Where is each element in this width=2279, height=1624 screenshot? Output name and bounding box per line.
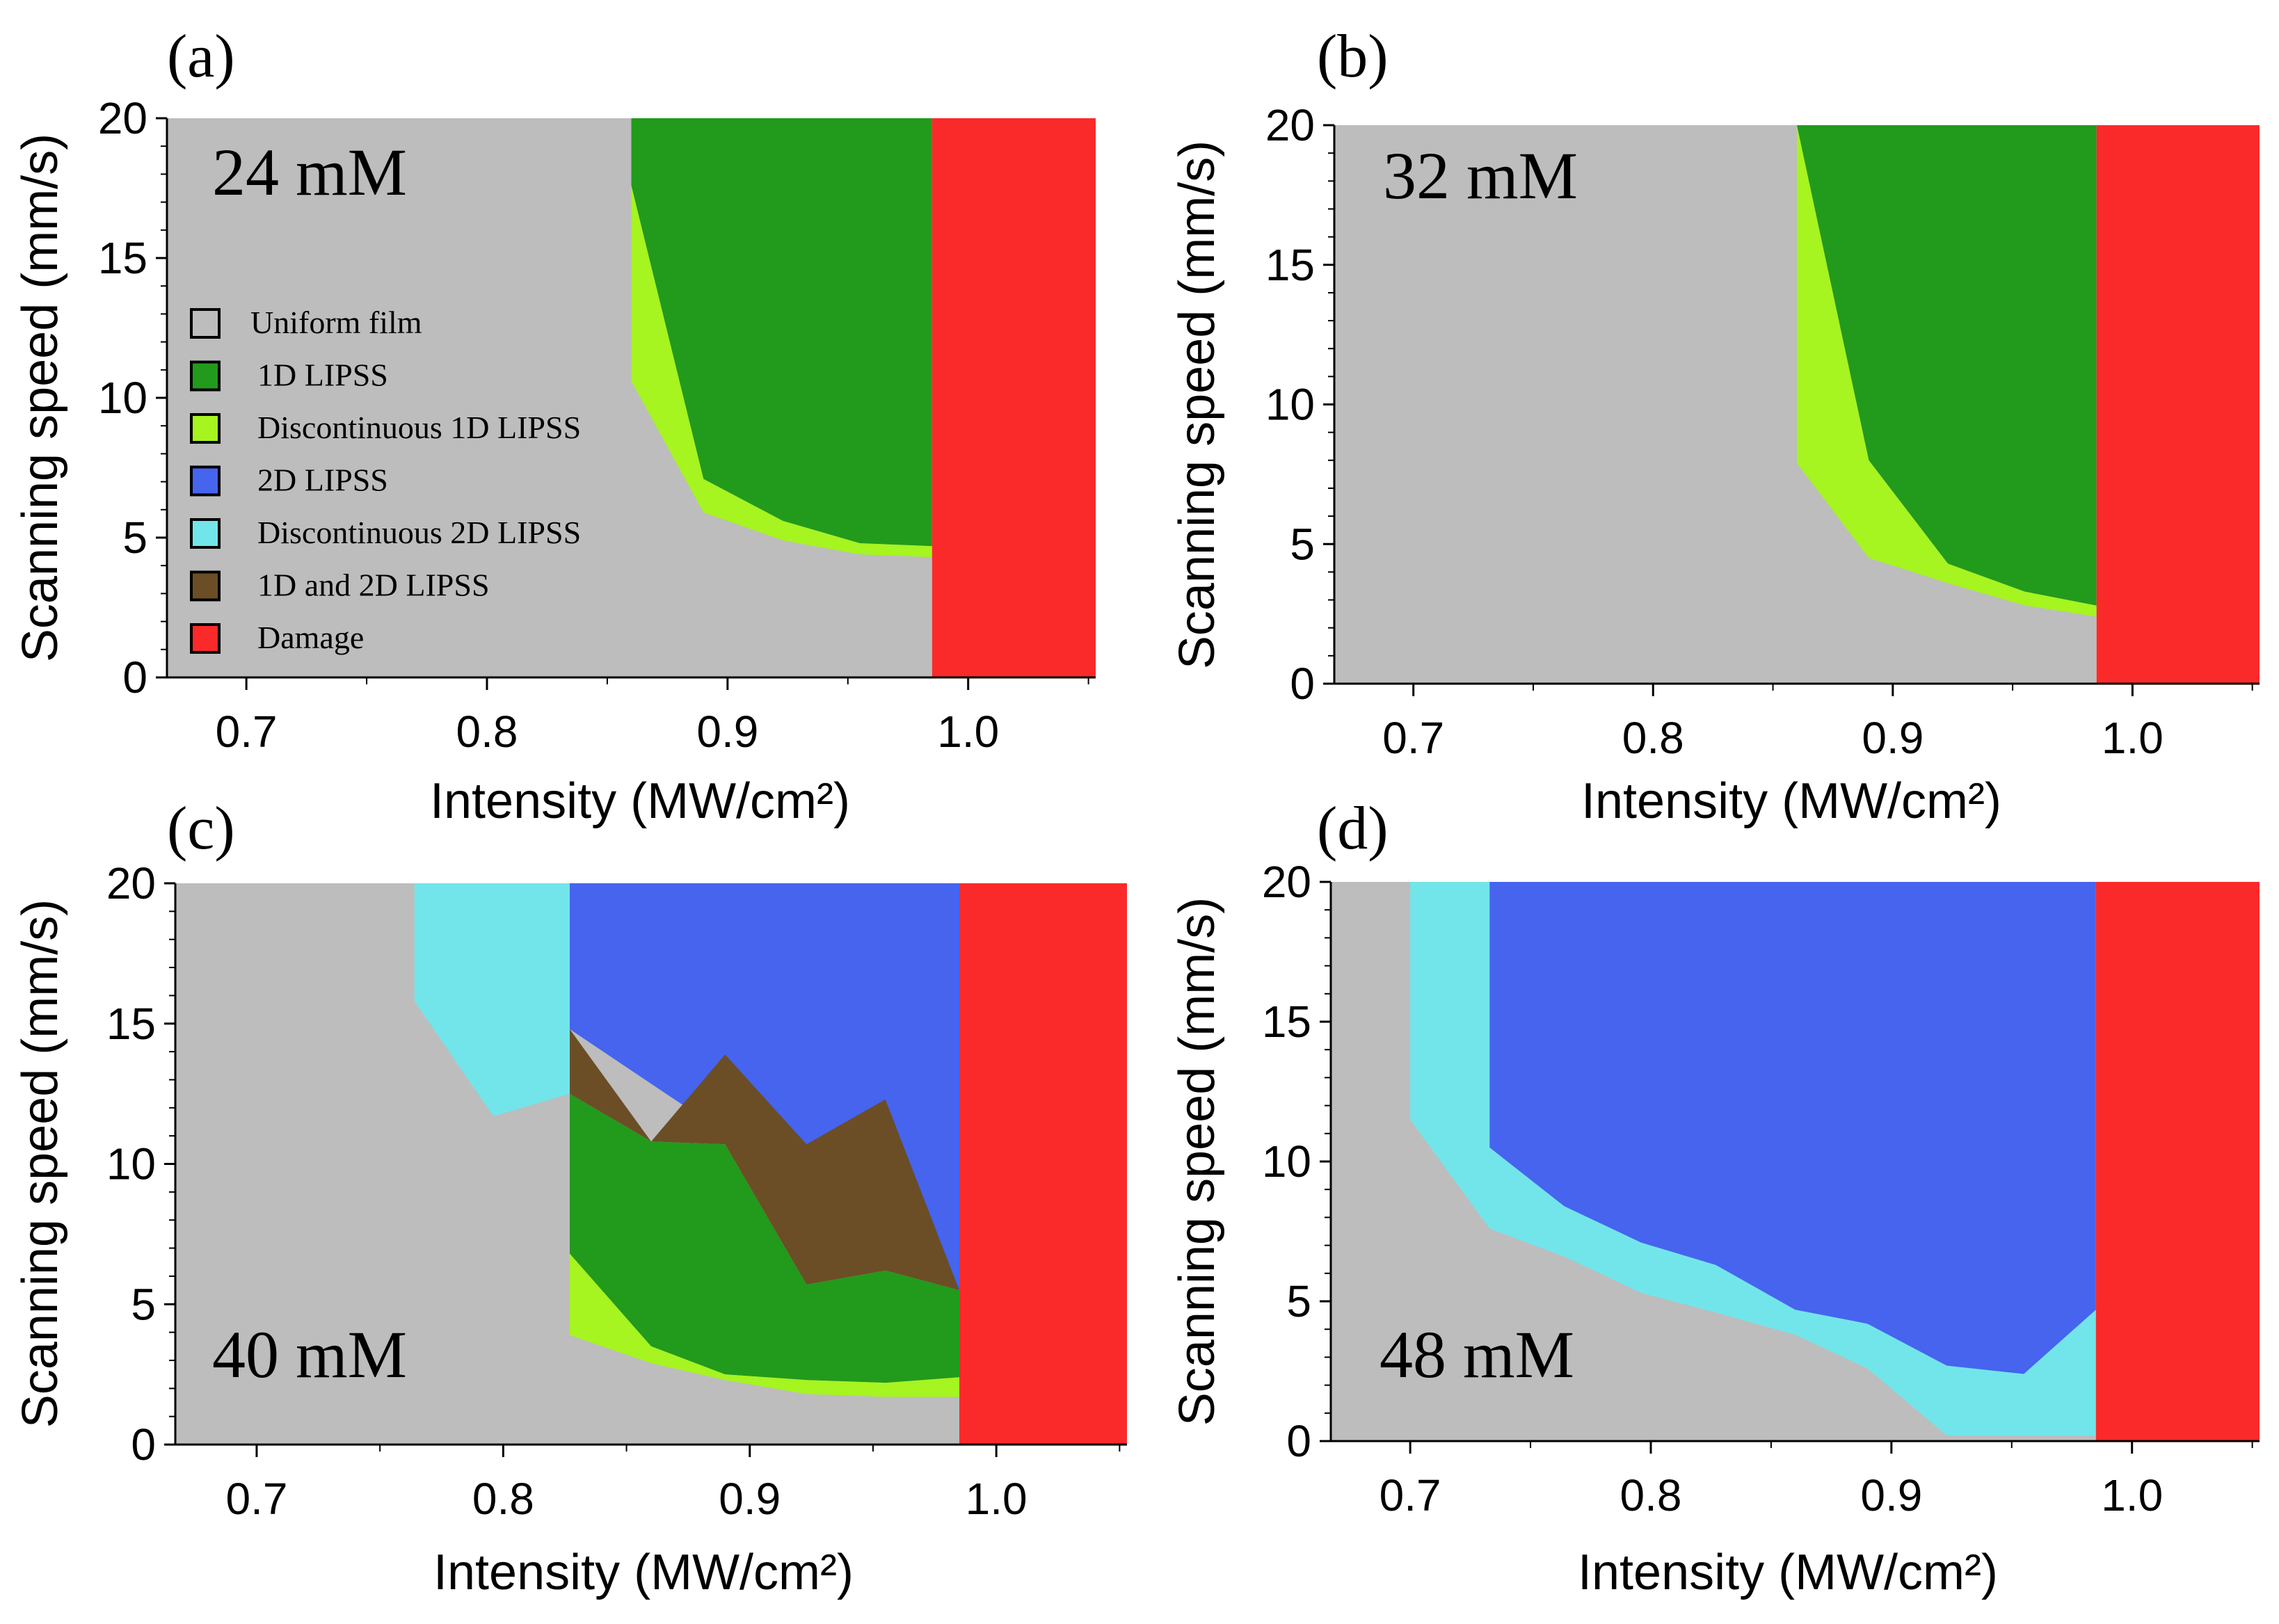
panel-c-region-damage (959, 883, 1127, 1445)
legend-swatch-disc2D (190, 518, 221, 549)
panel-d: 0 5 10 15 20 0.7 0.8 0.9 1.0 (d) 48 mM Intensity… (1169, 795, 2260, 1600)
y-tick-label: 20 (1262, 857, 1311, 907)
panel-c-label: (c) (167, 795, 235, 862)
x-tick-label: 0.8 (1620, 1470, 1682, 1520)
x-tick-label: 0.7 (1380, 1470, 1441, 1520)
y-tick-label: 15 (98, 233, 147, 283)
panel-a-label: (a) (167, 23, 235, 90)
x-tick-label: 1.0 (2102, 713, 2164, 763)
legend-swatch-twoD (190, 465, 221, 497)
panel-c-region-mixed (570, 1029, 959, 1291)
x-tick-label: 0.7 (225, 1474, 287, 1524)
panel-a-region-oneD (631, 118, 932, 547)
panel-b-y-axis-title: Scanning speed (mm/s) (1169, 140, 1225, 669)
panel-c-x-axis-title: Intensity (MW/cm²) (433, 1545, 854, 1600)
panel-b-region-oneD (1797, 125, 2097, 606)
panel-c-ticks: 0 5 10 15 20 0.7 0.8 0.9 1.0 (106, 858, 1121, 1524)
panel-b-region-disc1D (1797, 125, 2097, 617)
panel-c-region-disc2D (414, 883, 570, 1116)
y-tick-label: 0 (1290, 659, 1315, 709)
y-tick-label: 20 (1265, 100, 1315, 150)
x-tick-label: 0.8 (472, 1474, 534, 1524)
x-tick-label: 1.0 (937, 707, 999, 757)
x-tick-label: 0.8 (1622, 713, 1684, 763)
legend-label-disc1D: Discontinuous 1D LIPSS (257, 410, 581, 445)
panel-a-x-axis-title: Intensity (MW/cm²) (430, 773, 850, 829)
panel-c-plot-area (175, 883, 1127, 1445)
y-tick-label: 0 (1286, 1416, 1311, 1466)
y-tick-label: 10 (1262, 1136, 1311, 1187)
legend-label-disc2D: Discontinuous 2D LIPSS (257, 515, 581, 550)
legend-swatch-disc1D (190, 413, 221, 444)
legend-swatch-uniform (190, 308, 221, 339)
panel-b-region-damage (2096, 125, 2260, 684)
y-tick-label: 5 (122, 513, 147, 563)
panel-d-ticks: 0 5 10 15 20 0.7 0.8 0.9 1.0 (1262, 857, 2253, 1520)
x-tick-label: 0.7 (216, 707, 278, 757)
panel-d-region-damage (2095, 882, 2260, 1441)
y-tick-label: 5 (1286, 1276, 1311, 1326)
panel-a-plot-area (167, 118, 1096, 677)
panel-d-region-twoD (1489, 882, 2096, 1374)
x-tick-label: 0.7 (1382, 713, 1444, 763)
panel-a-ticks: 0 5 10 15 20 0.7 0.8 0.9 1.0 (98, 93, 1089, 757)
panel-a-region-damage (931, 118, 1096, 677)
y-tick-label: 15 (1262, 997, 1311, 1047)
panel-b-label: (b) (1317, 23, 1389, 90)
legend-label-oneD: 1D LIPSS (257, 357, 388, 393)
panel-a-concentration: 24 mM (212, 135, 407, 209)
x-tick-label: 0.9 (1860, 1470, 1922, 1520)
y-tick-label: 15 (106, 999, 156, 1049)
panel-b-x-axis-title: Intensity (MW/cm²) (1581, 773, 2001, 829)
panel-a: 0 5 10 15 20 0.7 0.8 0.9 1.0 (a) 24 mM Intensity… (13, 23, 1096, 829)
x-tick-label: 1.0 (2101, 1470, 2163, 1520)
y-tick-label: 20 (106, 858, 156, 908)
legend-label-twoD: 2D LIPSS (257, 463, 388, 498)
y-tick-label: 0 (122, 652, 147, 702)
panel-d-x-axis-title: Intensity (MW/cm²) (1578, 1545, 1998, 1600)
legend-swatch-damage (190, 623, 221, 654)
panel-d-y-axis-title: Scanning speed (mm/s) (1169, 897, 1225, 1426)
panel-b-concentration: 32 mM (1383, 138, 1578, 213)
panel-d-concentration: 48 mM (1380, 1317, 1574, 1392)
y-tick-label: 5 (131, 1279, 156, 1329)
y-tick-label: 0 (131, 1420, 156, 1470)
panel-b-ticks: 0 5 10 15 20 0.7 0.8 0.9 1.0 (1265, 100, 2253, 763)
x-tick-label: 1.0 (966, 1474, 1027, 1524)
x-tick-label: 0.9 (719, 1474, 781, 1524)
panel-b-plot-area (1334, 125, 2260, 684)
y-tick-label: 10 (1265, 380, 1315, 430)
legend-label-mixed: 1D and 2D LIPSS (257, 568, 490, 603)
legend-label-damage: Damage (257, 620, 364, 655)
panel-d-label: (d) (1317, 795, 1389, 862)
y-tick-label: 5 (1290, 519, 1315, 569)
x-tick-label: 0.9 (1862, 713, 1924, 763)
y-tick-label: 20 (98, 93, 147, 143)
legend-swatch-oneD (190, 360, 221, 392)
panel-b: 0 5 10 15 20 0.7 0.8 0.9 1.0 (b) 32 mM Intensity… (1169, 23, 2260, 829)
legend-swatch-mixed (190, 570, 221, 602)
panel-c: 0 5 10 15 20 0.7 0.8 0.9 1.0 (c) 40 mM Intensity… (13, 795, 1127, 1600)
panel-d-plot-area (1331, 882, 2260, 1441)
x-tick-label: 0.8 (456, 707, 518, 757)
y-tick-label: 10 (106, 1139, 156, 1189)
panel-c-region-disc1D (570, 1253, 959, 1397)
y-tick-label: 10 (98, 373, 147, 423)
panel-c-y-axis-title: Scanning speed (mm/s) (13, 899, 68, 1428)
panel-c-concentration: 40 mM (212, 1317, 407, 1392)
legend: Uniform film 1D LIPSS Discontinuous 1D LIP… (190, 305, 581, 655)
y-tick-label: 15 (1265, 240, 1315, 290)
x-tick-label: 0.9 (696, 707, 758, 757)
panel-a-y-axis-title: Scanning speed (mm/s) (13, 134, 68, 662)
legend-label-uniform: Uniform film (250, 305, 422, 340)
panel-c-region-oneD (570, 1093, 959, 1383)
